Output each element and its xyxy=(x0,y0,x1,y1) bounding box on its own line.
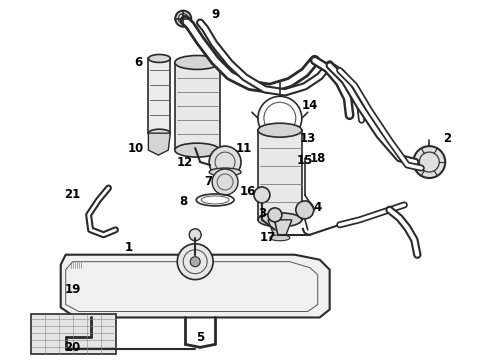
Ellipse shape xyxy=(148,54,171,62)
Text: 6: 6 xyxy=(134,56,143,69)
Ellipse shape xyxy=(209,168,241,176)
Circle shape xyxy=(268,208,282,222)
Polygon shape xyxy=(61,255,330,318)
Text: 18: 18 xyxy=(310,152,326,165)
Circle shape xyxy=(414,146,445,178)
Ellipse shape xyxy=(258,123,302,137)
Text: 12: 12 xyxy=(177,156,194,168)
Text: 7: 7 xyxy=(204,175,212,189)
Bar xyxy=(175,62,220,150)
Circle shape xyxy=(177,244,213,280)
Text: 13: 13 xyxy=(299,132,316,145)
Text: 20: 20 xyxy=(65,341,81,354)
Text: 14: 14 xyxy=(301,99,318,112)
Polygon shape xyxy=(148,133,171,155)
Circle shape xyxy=(296,201,314,219)
Polygon shape xyxy=(31,315,116,354)
Ellipse shape xyxy=(270,235,290,241)
Text: 19: 19 xyxy=(65,283,81,296)
Text: 8: 8 xyxy=(179,195,187,208)
Circle shape xyxy=(212,169,238,195)
Ellipse shape xyxy=(175,55,220,69)
Text: 10: 10 xyxy=(127,141,144,155)
Circle shape xyxy=(254,187,270,203)
Bar xyxy=(148,58,171,133)
Text: 15: 15 xyxy=(296,154,313,167)
Text: 11: 11 xyxy=(236,141,252,155)
Text: 4: 4 xyxy=(314,201,322,215)
Text: 21: 21 xyxy=(65,188,81,202)
Text: 2: 2 xyxy=(443,132,451,145)
Text: 5: 5 xyxy=(196,331,204,344)
Circle shape xyxy=(175,11,191,27)
Ellipse shape xyxy=(258,213,302,227)
Bar xyxy=(258,130,302,220)
Text: 17: 17 xyxy=(260,231,276,244)
Text: 1: 1 xyxy=(124,241,132,254)
Ellipse shape xyxy=(175,143,220,157)
Circle shape xyxy=(190,257,200,267)
Circle shape xyxy=(189,229,201,241)
Ellipse shape xyxy=(148,129,171,137)
Text: 3: 3 xyxy=(258,207,266,220)
Circle shape xyxy=(209,146,241,178)
Text: 9: 9 xyxy=(211,8,219,21)
Text: 16: 16 xyxy=(240,185,256,198)
Polygon shape xyxy=(268,220,292,238)
